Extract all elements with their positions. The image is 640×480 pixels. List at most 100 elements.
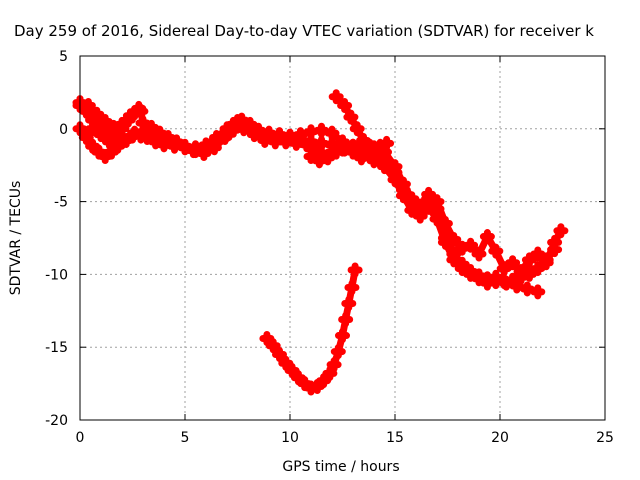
data-point: [463, 266, 479, 282]
y-tick-label: -10: [45, 267, 68, 283]
x-tick-label: 20: [491, 430, 509, 446]
data-point: [521, 252, 537, 268]
chart-title: Day 259 of 2016, Sidereal Day-to-day VTE…: [14, 22, 594, 40]
data-point: [530, 261, 546, 277]
data-point: [335, 328, 350, 344]
data-point: [338, 312, 354, 328]
data-point: [496, 261, 512, 277]
data-point: [437, 215, 453, 231]
data-point: [320, 150, 336, 166]
data-point: [314, 122, 329, 138]
data-point: [337, 98, 353, 114]
data-point: [188, 140, 203, 156]
series-5: [303, 141, 386, 169]
data-point: [251, 122, 266, 138]
data-point: [347, 262, 363, 278]
data-point: [498, 275, 514, 291]
data-point: [454, 261, 470, 277]
data-point: [362, 147, 378, 163]
data-point: [293, 127, 308, 143]
data-point: [78, 130, 94, 146]
data-point: [118, 132, 134, 148]
data-point: [379, 135, 395, 151]
data-point: [316, 373, 332, 389]
y-tick-label: 5: [59, 49, 68, 65]
data-point: [488, 274, 504, 290]
y-tick-label: -15: [45, 340, 68, 356]
data-point: [85, 138, 101, 154]
data-point: [282, 128, 298, 144]
data-point: [387, 164, 403, 180]
data-point: [530, 284, 546, 300]
x-tick-label: 25: [596, 430, 614, 446]
data-point: [404, 194, 420, 210]
data-point: [349, 121, 365, 137]
data-point: [110, 137, 126, 153]
data-point: [267, 134, 283, 150]
data-point: [326, 357, 342, 373]
data-point: [240, 118, 256, 134]
data-point: [344, 280, 360, 296]
data-point: [261, 125, 277, 141]
data-point: [429, 194, 445, 210]
data-point: [177, 138, 193, 154]
x-axis-label: GPS time / hours: [282, 459, 399, 475]
data-point: [104, 144, 119, 160]
x-tick-label: 10: [281, 430, 299, 446]
data-point: [230, 114, 245, 130]
data-point: [377, 150, 392, 166]
y-tick-label: -5: [54, 195, 68, 211]
data-point: [290, 370, 306, 386]
data-point: [519, 281, 535, 297]
data-point: [278, 355, 294, 371]
data-point: [328, 89, 344, 105]
data-point: [471, 271, 487, 287]
data-point: [85, 121, 101, 137]
data-point: [356, 132, 371, 148]
data-point: [265, 338, 281, 354]
plot-frame: [79, 55, 606, 421]
data-point: [219, 121, 235, 137]
data-point: [80, 98, 96, 114]
data-point: [198, 137, 214, 153]
data-point: [97, 114, 113, 130]
data-point: [167, 135, 182, 151]
data-point: [530, 246, 546, 262]
data-point: [324, 125, 340, 141]
data-point: [303, 124, 319, 140]
y-tick-label: -20: [45, 413, 68, 429]
data-point: [309, 140, 325, 156]
x-tick-label: 15: [386, 430, 404, 446]
data-point: [341, 296, 357, 312]
data-point: [114, 116, 130, 132]
data-point: [463, 237, 479, 253]
data-point: [299, 137, 315, 153]
data-point: [479, 229, 495, 245]
data-point: [303, 148, 319, 164]
data-point: [89, 106, 105, 122]
data-point: [505, 255, 521, 271]
data-point: [288, 135, 304, 151]
data-point: [156, 132, 172, 148]
grid-lines: [80, 56, 605, 420]
series-3: [85, 114, 569, 279]
data-point: [547, 234, 563, 250]
data-point: [135, 124, 151, 140]
data-point: [553, 223, 569, 239]
data-point: [412, 205, 428, 221]
x-tick-label: 5: [181, 430, 190, 446]
data-point: [343, 109, 359, 125]
data-point: [284, 362, 300, 378]
data-point: [131, 100, 147, 116]
data-point: [509, 278, 525, 294]
y-axis-label: SDTVAR / TECUs: [8, 181, 24, 296]
data-point: [146, 128, 161, 144]
data-point: [272, 346, 287, 362]
data-point: [538, 255, 554, 271]
x-tick-label: 0: [76, 430, 85, 446]
data-point: [488, 243, 504, 259]
data-point: [471, 246, 487, 262]
data-point: [322, 365, 338, 381]
data-point: [272, 127, 287, 143]
